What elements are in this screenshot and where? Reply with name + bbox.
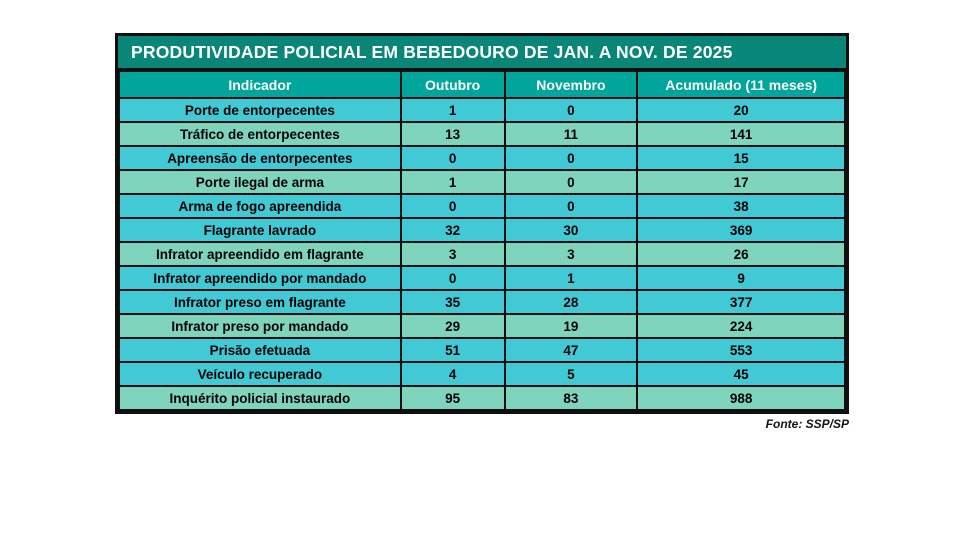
cell-acumulado: 9 [636,265,846,291]
cell-outubro: 35 [399,289,506,315]
cell-outubro: 29 [399,313,506,339]
cell-indicator: Infrator preso por mandado [118,313,402,339]
table-row: Infrator preso em flagrante 35 28 377 [118,289,846,315]
cell-acumulado: 45 [636,361,846,387]
column-header-acumulado: Acumulado (11 meses) [636,70,846,99]
cell-novembro: 0 [503,193,639,219]
table-row: Porte ilegal de arma 1 0 17 [118,169,846,195]
cell-indicator: Infrator apreendido em flagrante [118,241,402,267]
cell-outubro: 1 [399,97,506,123]
source-note: Fonte: SSP/SP [765,417,849,431]
cell-outubro: 13 [399,121,506,147]
cell-novembro: 83 [503,385,639,411]
cell-novembro: 5 [503,361,639,387]
cell-outubro: 0 [399,265,506,291]
cell-acumulado: 224 [636,313,846,339]
column-header-novembro: Novembro [503,70,639,99]
cell-indicator: Veículo recuperado [118,361,402,387]
table-row: Apreensão de entorpecentes 0 0 15 [118,145,846,171]
cell-novembro: 28 [503,289,639,315]
cell-indicator: Porte ilegal de arma [118,169,402,195]
cell-novembro: 0 [503,145,639,171]
cell-outubro: 3 [399,241,506,267]
cell-novembro: 11 [503,121,639,147]
cell-indicator: Apreensão de entorpecentes [118,145,402,171]
cell-indicator: Infrator apreendido por mandado [118,265,402,291]
cell-acumulado: 369 [636,217,846,243]
cell-novembro: 19 [503,313,639,339]
table-row: Porte de entorpecentes 1 0 20 [118,97,846,123]
cell-acumulado: 38 [636,193,846,219]
productivity-table: PRODUTIVIDADE POLICIAL EM BEBEDOURO DE J… [115,33,849,431]
cell-indicator: Porte de entorpecentes [118,97,402,123]
header-row: Indicador Outubro Novembro Acumulado (11… [118,70,846,99]
cell-acumulado: 26 [636,241,846,267]
table-frame: PRODUTIVIDADE POLICIAL EM BEBEDOURO DE J… [115,33,849,414]
cell-novembro: 30 [503,217,639,243]
table-row: Flagrante lavrado 32 30 369 [118,217,846,243]
cell-acumulado: 20 [636,97,846,123]
table-row: Infrator apreendido por mandado 0 1 9 [118,265,846,291]
cell-outubro: 0 [399,145,506,171]
cell-novembro: 47 [503,337,639,363]
cell-outubro: 4 [399,361,506,387]
cell-indicator: Inquérito policial instaurado [118,385,402,411]
table-row: Infrator apreendido em flagrante 3 3 26 [118,241,846,267]
cell-acumulado: 15 [636,145,846,171]
column-header-outubro: Outubro [399,70,506,99]
cell-outubro: 0 [399,193,506,219]
cell-acumulado: 553 [636,337,846,363]
cell-novembro: 0 [503,169,639,195]
cell-novembro: 1 [503,265,639,291]
cell-indicator: Infrator preso em flagrante [118,289,402,315]
cell-indicator: Arma de fogo apreendida [118,193,402,219]
table-row: Veículo recuperado 4 5 45 [118,361,846,387]
cell-outubro: 1 [399,169,506,195]
table-row: Inquérito policial instaurado 95 83 988 [118,385,846,411]
cell-acumulado: 988 [636,385,846,411]
cell-acumulado: 377 [636,289,846,315]
cell-indicator: Prisão efetuada [118,337,402,363]
cell-novembro: 3 [503,241,639,267]
cell-acumulado: 17 [636,169,846,195]
table-row: Infrator preso por mandado 29 19 224 [118,313,846,339]
table-row: Prisão efetuada 51 47 553 [118,337,846,363]
table-row: Tráfico de entorpecentes 13 11 141 [118,121,846,147]
cell-outubro: 32 [399,217,506,243]
table-row: Arma de fogo apreendida 0 0 38 [118,193,846,219]
cell-indicator: Flagrante lavrado [118,217,402,243]
cell-acumulado: 141 [636,121,846,147]
cell-outubro: 95 [399,385,506,411]
data-table: Indicador Outubro Novembro Acumulado (11… [118,70,846,411]
cell-outubro: 51 [399,337,506,363]
column-header-indicador: Indicador [118,70,402,99]
cell-novembro: 0 [503,97,639,123]
table-title: PRODUTIVIDADE POLICIAL EM BEBEDOURO DE J… [118,36,846,70]
cell-indicator: Tráfico de entorpecentes [118,121,402,147]
